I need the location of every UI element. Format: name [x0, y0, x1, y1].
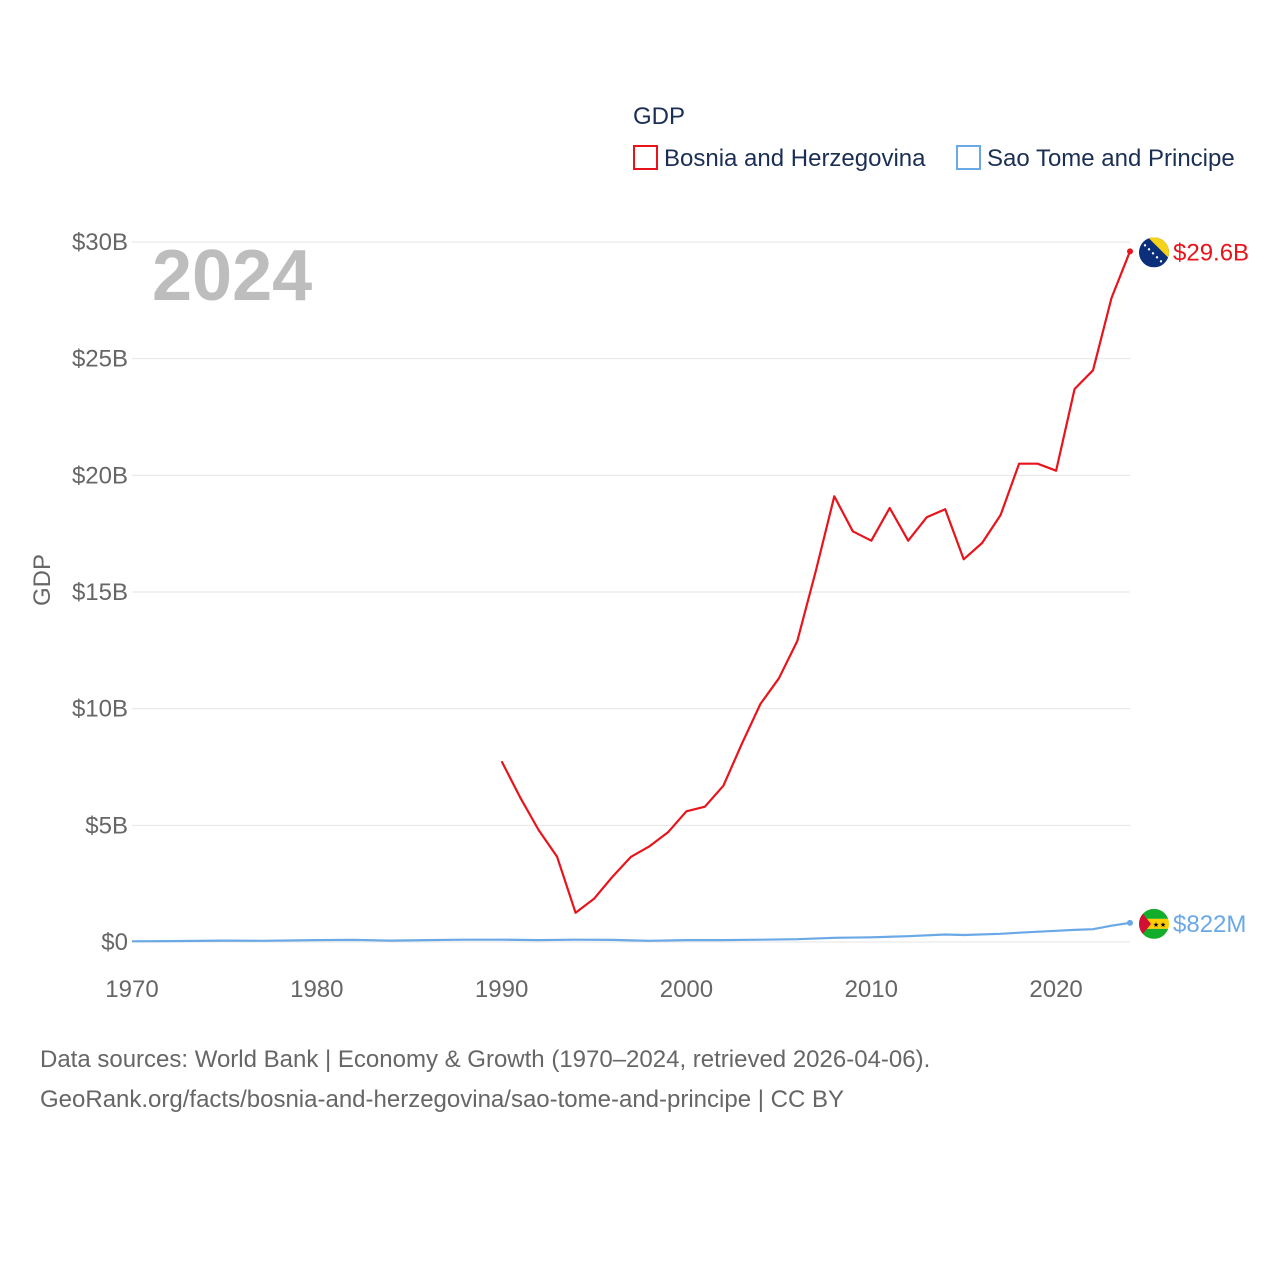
legend: GDP Bosnia and Herzegovina Sao Tome and …	[633, 103, 1235, 172]
series-end-dot-sao-tome	[1127, 919, 1133, 926]
x-axis: 1970 1980 1990 2000 2010 2020	[105, 976, 1082, 1003]
legend-label-sao-tome[interactable]: Sao Tome and Principe	[987, 145, 1235, 172]
svg-text:★: ★	[1153, 921, 1159, 929]
end-value-label-bosnia: $29.6B	[1173, 239, 1249, 266]
source-line-1: Data sources: World Bank | Economy & Gro…	[40, 1046, 931, 1073]
legend-swatch-sao-tome[interactable]	[956, 145, 981, 170]
end-marker-bosnia: $29.6B	[1127, 237, 1249, 268]
legend-label-bosnia[interactable]: Bosnia and Herzegovina	[664, 145, 926, 172]
x-tick-label: 1970	[105, 976, 158, 1003]
series-end-dot-bosnia	[1127, 248, 1133, 255]
data-source-note: Data sources: World Bank | Economy & Gro…	[40, 1040, 930, 1120]
x-tick-label: 2010	[845, 976, 898, 1003]
y-tick-label: $30B	[72, 229, 128, 256]
series-line-sao-tome[interactable]	[131, 921, 1131, 943]
end-value-label-sao-tome: $822M	[1173, 911, 1246, 938]
y-axis: $0 $5B $10B $15B $20B $25B $30B	[72, 229, 128, 956]
gdp-line-chart: $0 $5B $10B $15B $20B $25B $30B 1970 1980 1990 20…	[29, 103, 1249, 1003]
series-lines	[131, 250, 1132, 943]
y-tick-label: $15B	[72, 579, 128, 606]
y-tick-label: $20B	[72, 462, 128, 489]
y-axis-title: GDP	[29, 554, 56, 606]
y-tick-label: $25B	[72, 346, 128, 373]
end-marker-sao-tome: ★ ★ $822M	[1127, 908, 1246, 939]
x-tick-label: 2000	[660, 976, 713, 1003]
bosnia-flag-icon	[1139, 237, 1169, 268]
legend-title: GDP	[633, 103, 685, 130]
year-label: 2024	[152, 236, 312, 316]
x-tick-label: 1990	[475, 976, 528, 1003]
legend-swatch-bosnia[interactable]	[633, 145, 658, 170]
sao-tome-flag-icon: ★ ★	[1139, 908, 1169, 939]
series-line-bosnia[interactable]	[500, 250, 1132, 914]
gridlines	[132, 241, 1130, 943]
y-tick-label: $10B	[72, 696, 128, 723]
source-link[interactable]: GeoRank.org/facts/bosnia-and-herzegovina…	[40, 1086, 844, 1113]
y-tick-label: $5B	[85, 812, 128, 839]
x-tick-label: 1980	[290, 976, 343, 1003]
x-tick-label: 2020	[1029, 976, 1082, 1003]
svg-text:★: ★	[1160, 921, 1166, 929]
y-tick-label: $0	[101, 929, 128, 956]
